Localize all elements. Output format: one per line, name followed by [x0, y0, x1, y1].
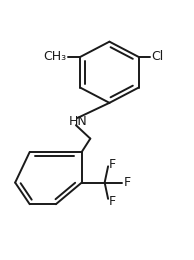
Text: CH₃: CH₃	[43, 50, 66, 63]
Text: Cl: Cl	[152, 50, 164, 63]
Text: F: F	[109, 195, 116, 208]
Text: HN: HN	[68, 115, 87, 128]
Text: F: F	[123, 176, 131, 189]
Text: F: F	[109, 158, 116, 171]
